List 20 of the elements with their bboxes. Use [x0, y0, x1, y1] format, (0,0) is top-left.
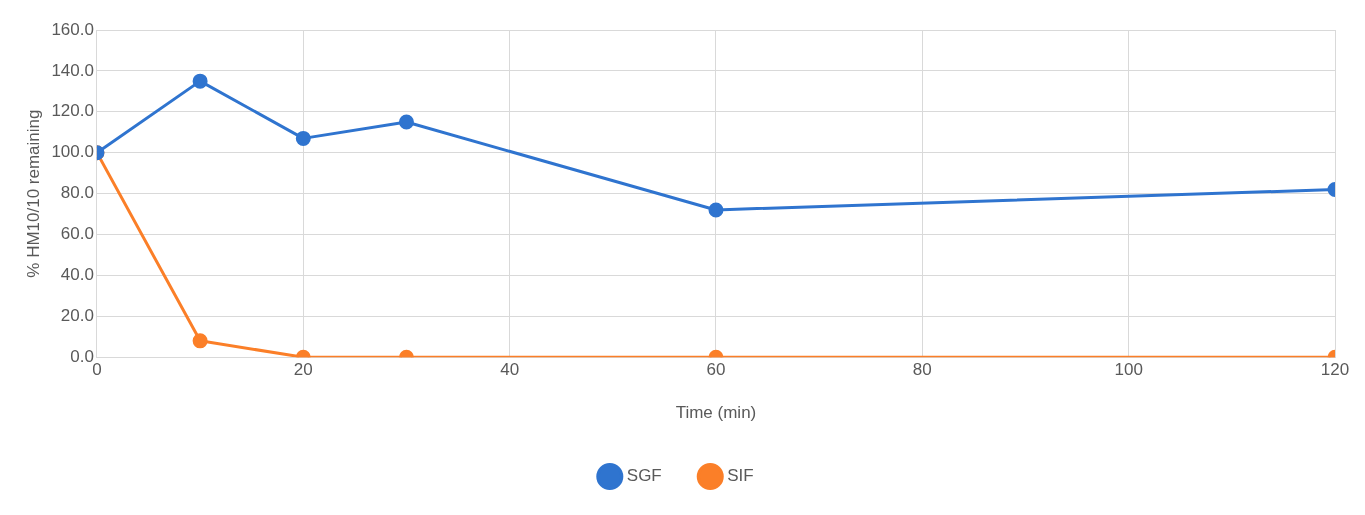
- legend-label: SIF: [727, 466, 754, 486]
- y-tick-label: 120.0: [51, 101, 94, 121]
- y-tick-label: 80.0: [60, 183, 94, 203]
- x-tick-label: 20: [293, 360, 313, 380]
- x-tick-label: 100: [1114, 360, 1143, 380]
- x-axis-title: Time (min): [675, 403, 757, 423]
- y-axis-title: % HM10/10 remaining: [23, 109, 43, 278]
- y-tick-label: 160.0: [51, 19, 94, 39]
- x-tick-label: 40: [500, 360, 520, 380]
- y-tick-label: 140.0: [51, 60, 94, 80]
- y-tick-label: 40.0: [60, 265, 94, 285]
- y-tick-label: 60.0: [60, 224, 94, 244]
- x-tick-label: 80: [912, 360, 932, 380]
- legend-label: SGF: [626, 466, 662, 486]
- x-tick-label: 120: [1320, 360, 1350, 380]
- y-tick-label: 0.0: [70, 346, 94, 366]
- x-tick-label: 60: [706, 360, 726, 380]
- x-tick-label: 0: [92, 360, 102, 380]
- y-tick-label: 100.0: [51, 142, 94, 162]
- y-tick-label: 20.0: [60, 305, 94, 325]
